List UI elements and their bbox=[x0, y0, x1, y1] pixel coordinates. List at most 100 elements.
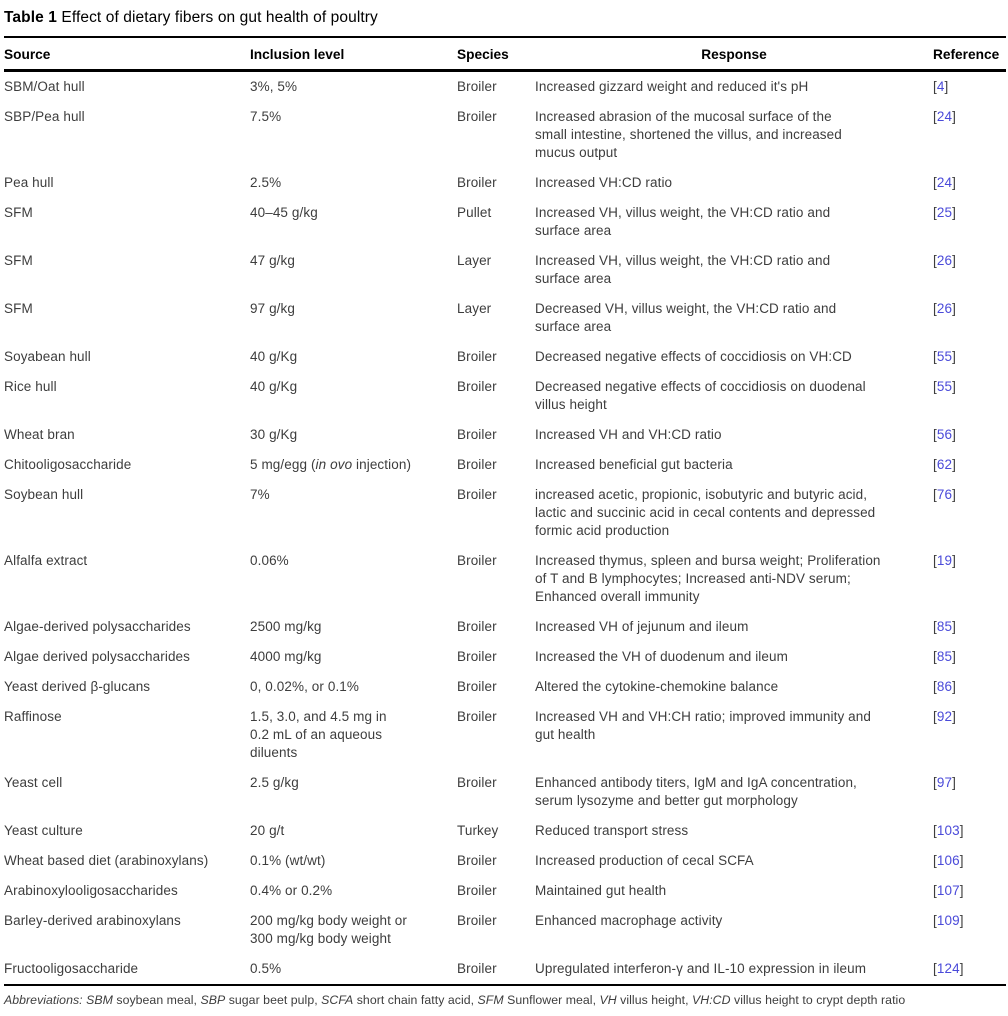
cell-reference: [97] bbox=[933, 775, 956, 790]
cell-reference: [109] bbox=[933, 913, 964, 928]
cell-inclusion: 47 g/kg bbox=[250, 253, 295, 268]
cell-inclusion: 5 mg/egg (in ovo injection) bbox=[250, 457, 412, 472]
cell-source: SFM bbox=[4, 205, 33, 220]
reference-link[interactable]: 55 bbox=[936, 379, 953, 394]
cell-species: Broiler bbox=[457, 913, 497, 928]
cell-inclusion: 2.5 g/kg bbox=[250, 775, 299, 790]
cell-species: Broiler bbox=[457, 487, 497, 502]
cell-reference: [85] bbox=[933, 649, 956, 664]
table-title: Table 1 Effect of dietary fibers on gut … bbox=[4, 9, 1006, 27]
cell-response: Increased thymus, spleen and bursa weigh… bbox=[535, 553, 881, 604]
cell-response: Increased VH, villus weight, the VH:CD r… bbox=[535, 253, 831, 286]
col-header-reference: Reference bbox=[933, 37, 1006, 72]
cell-reference: [124] bbox=[933, 961, 964, 976]
cell-source: SFM bbox=[4, 253, 33, 268]
cell-species: Broiler bbox=[457, 853, 497, 868]
cell-inclusion: 7.5% bbox=[250, 109, 282, 124]
reference-link[interactable]: 24 bbox=[936, 109, 953, 124]
cell-inclusion: 200 mg/kg body weight or 300 mg/kg body w… bbox=[250, 913, 407, 946]
reference-link[interactable]: 124 bbox=[936, 961, 960, 976]
cell-reference: [19] bbox=[933, 553, 956, 568]
cell-source: Soybean hull bbox=[4, 487, 84, 502]
cell-reference: [55] bbox=[933, 379, 956, 394]
cell-inclusion: 20 g/t bbox=[250, 823, 285, 838]
reference-link[interactable]: 55 bbox=[936, 349, 953, 364]
cell-response: Reduced transport stress bbox=[535, 823, 689, 838]
cell-inclusion: 40–45 g/kg bbox=[250, 205, 318, 220]
table-row: Algae-derived polysaccharides 2500 mg/kg B… bbox=[4, 612, 1006, 642]
cell-source: Alfalfa extract bbox=[4, 553, 88, 568]
cell-response: Increased VH and VH:CD ratio bbox=[535, 427, 722, 442]
cell-source: SBM/Oat hull bbox=[4, 79, 85, 94]
reference-link[interactable]: 103 bbox=[936, 823, 960, 838]
cell-inclusion: 40 g/Kg bbox=[250, 379, 298, 394]
cell-response: Altered the cytokine-chemokine balance bbox=[535, 679, 779, 694]
reference-link[interactable]: 24 bbox=[936, 175, 953, 190]
reference-link[interactable]: 26 bbox=[936, 301, 953, 316]
cell-source: Arabinoxylooligosaccharides bbox=[4, 883, 178, 898]
reference-link[interactable]: 19 bbox=[936, 553, 953, 568]
reference-link[interactable]: 62 bbox=[936, 457, 953, 472]
table-row: Raffinose 1.5, 3.0, and 4.5 mg in 0.2 mL o… bbox=[4, 702, 1006, 768]
table-row: SFM 47 g/kg Layer Increased VH, villus weig… bbox=[4, 246, 1006, 294]
reference-link[interactable]: 107 bbox=[936, 883, 960, 898]
table-number-label: Table 1 bbox=[4, 9, 57, 26]
cell-response: Upregulated interferon-γ and IL-10 expre… bbox=[535, 961, 867, 976]
reference-link[interactable]: 85 bbox=[936, 619, 953, 634]
cell-species: Broiler bbox=[457, 79, 497, 94]
cell-species: Layer bbox=[457, 253, 492, 268]
reference-link[interactable]: 86 bbox=[936, 679, 953, 694]
cell-response: Decreased VH, villus weight, the VH:CD r… bbox=[535, 301, 837, 334]
cell-response: increased acetic, propionic, isobutyric … bbox=[535, 487, 876, 538]
col-header-source: Source bbox=[4, 37, 250, 72]
reference-link[interactable]: 92 bbox=[936, 709, 953, 724]
cell-species: Broiler bbox=[457, 379, 497, 394]
reference-link[interactable]: 97 bbox=[936, 775, 953, 790]
cell-species: Broiler bbox=[457, 649, 497, 664]
cell-species: Turkey bbox=[457, 823, 499, 838]
abbreviations-footnote: Abbreviations: SBM soybean meal, SBP sug… bbox=[4, 993, 906, 1007]
cell-inclusion: 2.5% bbox=[250, 175, 282, 190]
cell-reference: [62] bbox=[933, 457, 956, 472]
cell-response: Maintained gut health bbox=[535, 883, 667, 898]
cell-response: Increased VH of jejunum and ileum bbox=[535, 619, 749, 634]
cell-inclusion: 0.1% (wt/wt) bbox=[250, 853, 326, 868]
table-row: Wheat based diet (arabinoxylans) 0.1% (wt… bbox=[4, 846, 1006, 876]
cell-response: Increased beneficial gut bacteria bbox=[535, 457, 733, 472]
col-header-inclusion: Inclusion level bbox=[250, 37, 457, 72]
reference-link[interactable]: 56 bbox=[936, 427, 953, 442]
table-row: Alfalfa extract 0.06% Broiler Increased thy… bbox=[4, 546, 1006, 612]
effects-table: Source Inclusion level Species Response … bbox=[4, 36, 1006, 986]
reference-link[interactable]: 26 bbox=[936, 253, 953, 268]
cell-species: Pullet bbox=[457, 205, 492, 220]
table-row: Arabinoxylooligosaccharides 0.4% or 0.2% B… bbox=[4, 876, 1006, 906]
cell-reference: [103] bbox=[933, 823, 964, 838]
table-row: Fructooligosaccharide 0.5% Broiler Upregula… bbox=[4, 954, 1006, 985]
reference-link[interactable]: 106 bbox=[936, 853, 960, 868]
cell-species: Broiler bbox=[457, 109, 497, 124]
table-row: Soybean hull 7% Broiler increased acetic, p… bbox=[4, 480, 1006, 546]
table-row: SBM/Oat hull 3%, 5% Broiler Increased gizza… bbox=[4, 71, 1006, 103]
cell-inclusion: 0.5% bbox=[250, 961, 282, 976]
reference-link[interactable]: 109 bbox=[936, 913, 960, 928]
cell-inclusion: 7% bbox=[250, 487, 270, 502]
reference-link[interactable]: 25 bbox=[936, 205, 953, 220]
cell-reference: [55] bbox=[933, 349, 956, 364]
reference-link[interactable]: 85 bbox=[936, 649, 953, 664]
cell-reference: [4] bbox=[933, 79, 949, 94]
cell-reference: [24] bbox=[933, 109, 956, 124]
reference-link[interactable]: 4 bbox=[936, 79, 945, 94]
cell-reference: [76] bbox=[933, 487, 956, 502]
cell-source: Chitooligosaccharide bbox=[4, 457, 132, 472]
reference-link[interactable]: 76 bbox=[936, 487, 953, 502]
table-row: Rice hull 40 g/Kg Broiler Decreased negativ… bbox=[4, 372, 1006, 420]
table-row: SBP/Pea hull 7.5% Broiler Increased abrasio… bbox=[4, 102, 1006, 168]
cell-reference: [107] bbox=[933, 883, 964, 898]
cell-source: Algae-derived polysaccharides bbox=[4, 619, 191, 634]
cell-source: Soyabean hull bbox=[4, 349, 91, 364]
cell-source: Pea hull bbox=[4, 175, 54, 190]
table-row: Barley-derived arabinoxylans 200 mg/kg bo… bbox=[4, 906, 1006, 954]
cell-reference: [24] bbox=[933, 175, 956, 190]
header-row: Source Inclusion level Species Response … bbox=[4, 37, 1006, 72]
